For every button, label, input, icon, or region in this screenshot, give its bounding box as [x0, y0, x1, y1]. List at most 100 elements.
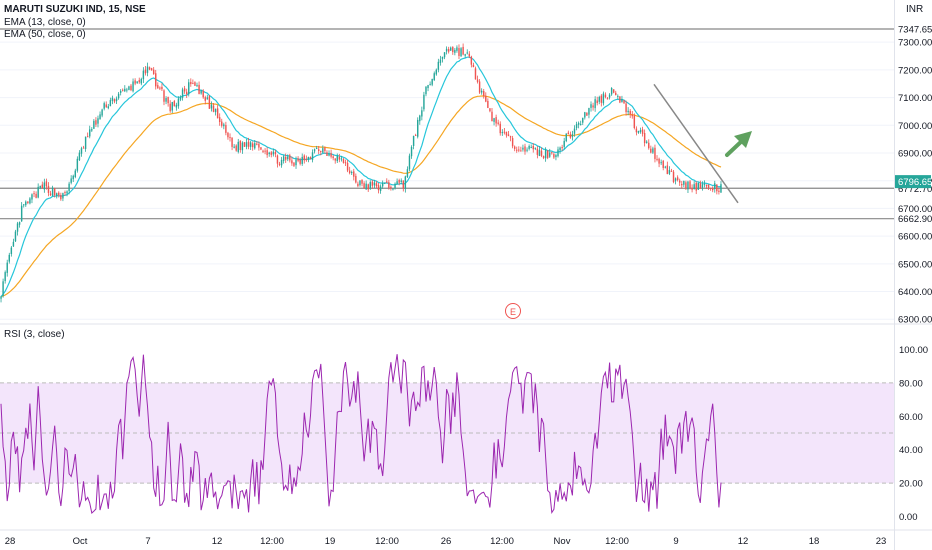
- candle-body: [336, 155, 338, 162]
- time-axis[interactable]: 28 Oct 7 12 12:00 19 12:00 26 12:00 Nov 12:00 9 12 18…: [5, 536, 887, 547]
- rsi-legend[interactable]: RSI (3, close): [4, 329, 65, 340]
- candle-body: [268, 152, 270, 155]
- candle-body: [353, 171, 355, 177]
- time-tick-label: 7: [145, 536, 150, 547]
- currency-label: INR: [906, 4, 924, 15]
- candle-body: [654, 147, 656, 159]
- price-axis[interactable]: 6300.006400.006500.006600.006700.006800.…: [895, 22, 932, 326]
- candle-body: [602, 93, 605, 104]
- candle-body: [20, 205, 23, 222]
- candle-body: [454, 49, 456, 53]
- candle-body: [16, 223, 19, 232]
- rsi-axis[interactable]: 0.00 20.00 40.00 60.00 80.00 100.00: [899, 345, 928, 523]
- candle-body: [557, 149, 559, 157]
- candle-body: [472, 64, 475, 68]
- candle-body: [443, 52, 446, 58]
- candle-body: [256, 143, 258, 145]
- candle-body: [433, 73, 435, 81]
- candle-body: [97, 118, 99, 124]
- candle-body: [408, 155, 411, 170]
- candle-body: [662, 160, 664, 168]
- candle-body: [598, 96, 600, 102]
- candles: [0, 43, 722, 303]
- candle-body: [658, 158, 660, 164]
- price-tick-label: 6300.00: [898, 315, 932, 326]
- candle-body: [720, 184, 722, 193]
- candle-body: [371, 181, 374, 186]
- candle-body: [417, 119, 419, 137]
- candle-body: [47, 185, 50, 193]
- time-tick-label: Oct: [73, 536, 88, 547]
- candle-body: [301, 156, 303, 164]
- arrow-head-icon: [734, 131, 752, 148]
- candle-body: [53, 188, 56, 196]
- candle-body: [429, 83, 431, 85]
- candle-body: [45, 181, 48, 187]
- candle-body: [355, 175, 357, 183]
- level-price-tag: 6772.70: [898, 184, 932, 195]
- candle-body: [202, 90, 204, 98]
- candle-body: [703, 183, 706, 185]
- time-tick-label: 9: [673, 536, 678, 547]
- candle-body: [648, 142, 650, 149]
- candle-body: [62, 193, 64, 199]
- ema50-line: [0, 95, 722, 298]
- drawings[interactable]: [653, 83, 752, 204]
- candle-body: [594, 99, 596, 109]
- candle-body: [334, 158, 336, 161]
- candle-body: [338, 156, 341, 160]
- candle-body: [235, 145, 237, 151]
- rsi-band: [0, 382, 894, 484]
- candle-body: [497, 122, 499, 124]
- candle-body: [295, 159, 297, 166]
- candle-body: [299, 159, 301, 164]
- candle-body: [369, 182, 372, 189]
- candle-body: [173, 101, 176, 107]
- candle-body: [264, 150, 266, 152]
- candle-body: [107, 106, 110, 109]
- candle-body: [621, 98, 623, 103]
- candle-body: [485, 95, 487, 102]
- candle-body: [157, 85, 159, 89]
- candle-body: [555, 155, 557, 158]
- candle-body: [668, 170, 671, 174]
- candle-body: [633, 115, 636, 129]
- ema50-series: [0, 95, 722, 298]
- rsi-tick-label: 20.00: [899, 479, 923, 490]
- rsi-series: [0, 354, 722, 514]
- time-tick-label: 18: [809, 536, 820, 547]
- candle-body: [111, 97, 114, 101]
- candle-body: [225, 125, 227, 133]
- candle-body: [342, 159, 345, 163]
- candle-body: [320, 150, 322, 152]
- candle-body: [348, 170, 351, 174]
- candle-body: [718, 190, 720, 192]
- candle-body: [144, 69, 147, 74]
- candle-body: [188, 82, 190, 95]
- rsi-tick-label: 40.00: [899, 445, 923, 456]
- candle-body: [629, 111, 631, 115]
- candle-body: [386, 181, 388, 183]
- candle-body: [51, 187, 54, 197]
- symbol-title[interactable]: MARUTI SUZUKI IND, 15, NSE: [4, 4, 146, 15]
- candle-body: [74, 170, 77, 178]
- candle-body: [652, 148, 654, 153]
- candle-body: [231, 137, 233, 147]
- horizontal-levels[interactable]: [0, 28, 894, 220]
- candle-body: [615, 92, 617, 95]
- candle-body: [326, 152, 328, 156]
- candle-body: [716, 184, 718, 192]
- candle-body: [311, 152, 314, 160]
- candle-body: [303, 155, 305, 161]
- candle-body: [251, 143, 254, 148]
- candle-body: [27, 201, 29, 204]
- candle-body: [569, 134, 572, 138]
- candle-body: [588, 108, 590, 115]
- last-price-tag-bg: [895, 175, 931, 189]
- candle-body: [161, 86, 163, 90]
- earnings-marker[interactable]: E: [505, 303, 521, 319]
- ema13-legend[interactable]: EMA (13, close, 0): [4, 17, 86, 28]
- candle-body: [367, 184, 369, 190]
- ema50-legend[interactable]: EMA (50, close, 0): [4, 29, 86, 40]
